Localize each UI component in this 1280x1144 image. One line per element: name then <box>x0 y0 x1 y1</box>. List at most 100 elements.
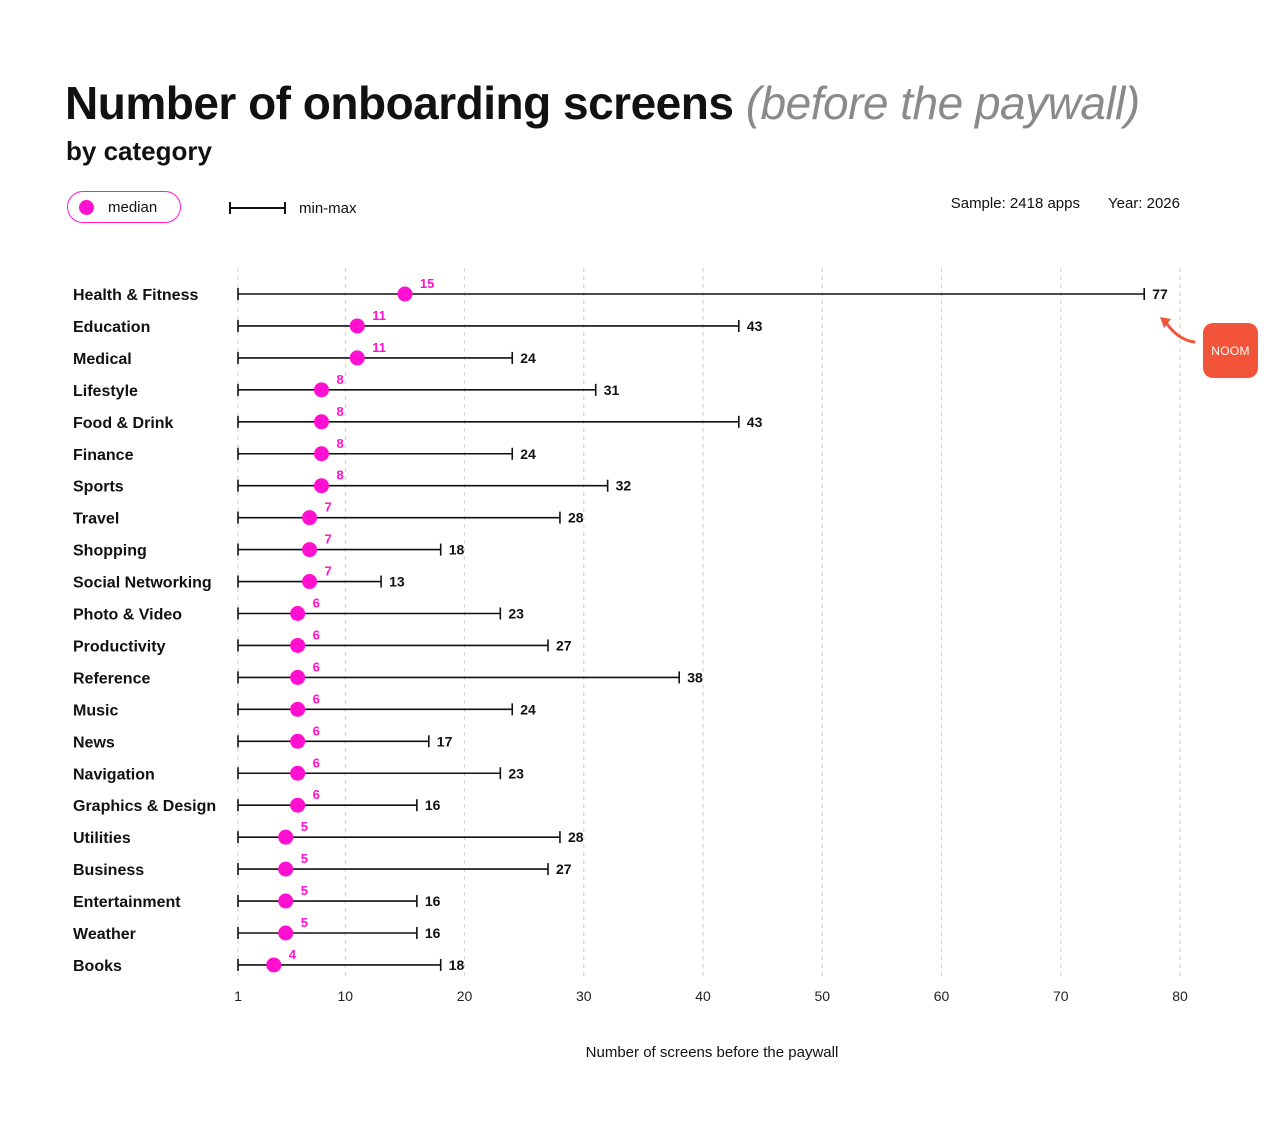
median-dot <box>302 542 318 558</box>
category-label: Utilities <box>73 830 131 847</box>
median-dot <box>278 861 294 877</box>
category-label: Entertainment <box>73 894 181 911</box>
median-dot <box>349 350 365 366</box>
max-value-label: 17 <box>437 733 453 749</box>
median-dot <box>290 765 306 781</box>
category-label: Health & Fitness <box>73 287 198 304</box>
category-label: Productivity <box>73 638 166 655</box>
legend-min-max: min-max <box>229 199 357 217</box>
median-dot <box>313 446 329 462</box>
category-label: Weather <box>73 926 136 943</box>
range-bar-icon <box>229 202 286 214</box>
median-dot-icon <box>79 199 94 215</box>
median-value-label: 5 <box>301 819 308 834</box>
category-label: Social Networking <box>73 575 212 592</box>
curved-arrow-icon <box>1160 317 1196 344</box>
median-dot <box>290 733 306 749</box>
category-label: Sports <box>73 479 124 496</box>
median-value-label: 11 <box>372 340 386 355</box>
x-tick-label: 10 <box>338 988 354 1004</box>
max-value-label: 31 <box>604 382 620 398</box>
chart-title-main: Number of onboarding screens <box>65 77 734 129</box>
median-value-label: 5 <box>301 883 308 898</box>
chart-meta: Sample: 2418 apps Year: 2026 <box>951 195 1180 212</box>
median-dot <box>278 893 294 909</box>
median-dot <box>302 574 318 590</box>
median-value-label: 11 <box>372 308 386 323</box>
x-tick-label: 40 <box>695 988 711 1004</box>
median-value-label: 7 <box>325 564 332 579</box>
category-label: Books <box>73 958 122 975</box>
median-value-label: 5 <box>301 851 308 866</box>
median-value-label: 6 <box>313 627 320 642</box>
x-tick-label: 50 <box>814 988 830 1004</box>
category-label: Lifestyle <box>73 383 138 400</box>
x-tick-label: 30 <box>576 988 592 1004</box>
max-value-label: 16 <box>425 925 441 941</box>
median-dot <box>278 829 294 845</box>
max-value-label: 32 <box>616 478 632 494</box>
median-dot <box>290 797 306 813</box>
category-label: Photo & Video <box>73 607 182 624</box>
chart-title: Number of onboarding screens (before the… <box>65 76 1140 130</box>
median-dot <box>397 286 413 302</box>
median-value-label: 5 <box>301 915 308 930</box>
year: Year: 2026 <box>1107 195 1180 212</box>
max-value-label: 13 <box>389 574 405 590</box>
median-value-label: 8 <box>336 468 343 483</box>
max-value-label: 43 <box>747 414 763 430</box>
median-value-label: 8 <box>336 436 343 451</box>
x-tick-label: 70 <box>1053 988 1069 1004</box>
max-value-label: 23 <box>508 606 524 622</box>
noom-badge: NOOM <box>1203 323 1258 378</box>
median-dot <box>290 606 306 621</box>
median-dot <box>313 478 329 494</box>
x-tick-label: 20 <box>457 988 473 1004</box>
median-dot <box>290 637 306 653</box>
category-label: Education <box>73 319 150 336</box>
x-axis-label: Number of screens before the paywall <box>586 1044 839 1061</box>
median-value-label: 15 <box>420 276 434 291</box>
median-value-label: 6 <box>313 596 320 611</box>
category-label: Business <box>73 862 144 879</box>
x-tick-label: 80 <box>1172 988 1188 1004</box>
category-label: Travel <box>73 511 119 528</box>
x-tick-label: 60 <box>934 988 950 1004</box>
median-value-label: 6 <box>313 755 320 770</box>
max-value-label: 16 <box>425 797 441 813</box>
median-value-label: 6 <box>313 691 320 706</box>
legend-median-label: median <box>108 198 158 216</box>
category-label: News <box>73 734 115 751</box>
legend-median: median <box>67 191 181 223</box>
max-value-label: 27 <box>556 637 572 653</box>
category-label: Food & Drink <box>73 415 174 432</box>
sample-size: Sample: 2418 apps <box>950 195 1080 212</box>
median-value-label: 7 <box>325 500 332 515</box>
median-dot <box>290 701 306 717</box>
max-value-label: 24 <box>520 446 536 462</box>
median-value-label: 6 <box>313 723 320 738</box>
category-label: Navigation <box>73 766 155 783</box>
median-dot <box>290 669 306 685</box>
category-label: Finance <box>73 447 134 464</box>
category-label: Medical <box>73 351 132 368</box>
median-dot <box>313 414 329 430</box>
median-value-label: 8 <box>336 372 343 387</box>
max-value-label: 16 <box>425 893 441 909</box>
median-value-label: 6 <box>313 787 320 802</box>
median-dot <box>266 957 282 973</box>
max-value-label: 77 <box>1152 286 1168 302</box>
median-value-label: 4 <box>289 947 297 962</box>
median-value-label: 8 <box>336 404 343 419</box>
chart-subtitle: by category <box>66 136 212 166</box>
median-dot <box>313 382 329 398</box>
max-value-label: 28 <box>568 510 584 526</box>
max-value-label: 38 <box>687 669 703 685</box>
max-value-label: 18 <box>449 957 465 973</box>
chart-title-muted: (before the paywall) <box>745 77 1140 129</box>
median-dot <box>278 925 294 941</box>
category-label: Music <box>73 702 118 719</box>
median-value-label: 6 <box>313 659 320 674</box>
max-value-label: 43 <box>747 318 763 334</box>
